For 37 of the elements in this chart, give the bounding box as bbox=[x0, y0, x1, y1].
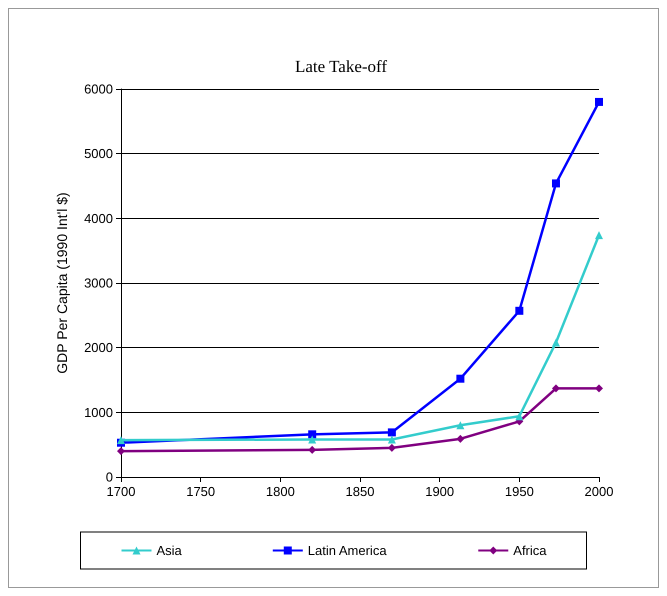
y-tick-label: 4000 bbox=[84, 210, 113, 226]
point bbox=[308, 430, 316, 438]
legend-label: Latin America bbox=[308, 543, 388, 558]
legend-label: Africa bbox=[513, 543, 548, 558]
x-tick-label: 1950 bbox=[504, 484, 534, 499]
y-tick-label: 0 bbox=[106, 470, 113, 484]
point bbox=[456, 434, 464, 443]
point bbox=[552, 338, 560, 346]
point bbox=[552, 179, 560, 188]
y-tick-label: 3000 bbox=[84, 276, 113, 290]
y-tick-label: 1000 bbox=[84, 404, 113, 420]
point bbox=[117, 436, 125, 444]
point bbox=[456, 421, 464, 430]
y-axis-title: GDP Per Capita (1990 Int'l $) bbox=[54, 192, 70, 374]
x-tick-label: 1800 bbox=[266, 484, 295, 499]
x-tick-label: 1700 bbox=[106, 484, 136, 499]
y-tick-label: 5000 bbox=[84, 146, 113, 162]
legend-label: Asia bbox=[156, 543, 183, 558]
x-tick-label: 1750 bbox=[186, 484, 216, 499]
point bbox=[595, 384, 603, 392]
x-tick-label: 1850 bbox=[346, 484, 374, 499]
point bbox=[388, 444, 396, 452]
point bbox=[595, 98, 603, 106]
point bbox=[117, 447, 125, 456]
x-tick-label: 1900 bbox=[425, 484, 454, 499]
x-tick-label: 2000 bbox=[584, 484, 614, 499]
y-tick-label: 6000 bbox=[84, 82, 113, 96]
point bbox=[552, 384, 560, 392]
point bbox=[388, 435, 396, 444]
point bbox=[595, 231, 603, 240]
y-tick-label: 2000 bbox=[84, 340, 113, 356]
point bbox=[456, 374, 464, 383]
point bbox=[388, 428, 396, 436]
point bbox=[308, 435, 316, 444]
point bbox=[515, 412, 524, 420]
chart-title: Late Take-off bbox=[294, 57, 388, 76]
point bbox=[515, 306, 524, 315]
